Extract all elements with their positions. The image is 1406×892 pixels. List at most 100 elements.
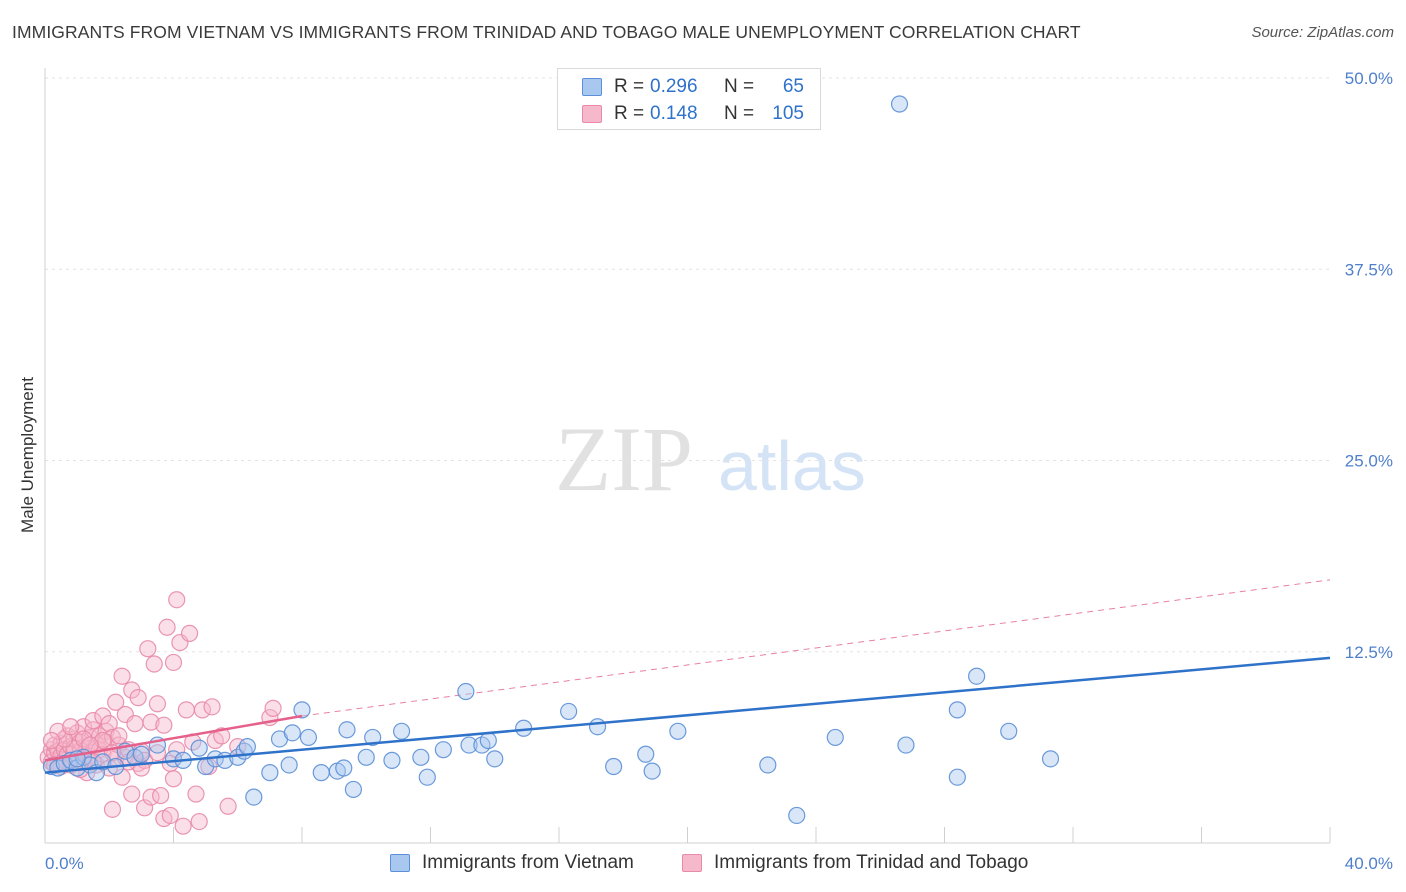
vietnam-point — [312, 764, 330, 782]
vietnam-point — [293, 701, 311, 719]
watermark-atlas: atlas — [718, 427, 866, 505]
legend-r-value: 0.296 — [650, 76, 698, 97]
legend-r-value: 0.148 — [650, 103, 698, 124]
legend-n-label: N = — [724, 76, 755, 97]
legend-r-label: R = — [614, 76, 645, 97]
vietnam-point — [344, 780, 362, 799]
trinidad-point — [152, 786, 170, 805]
vietnam-point — [357, 748, 375, 766]
vietnam-point — [948, 701, 966, 719]
vietnam-point — [383, 751, 401, 769]
vietnam-swatch — [390, 854, 410, 872]
trinidad-point — [113, 667, 131, 685]
y-tick-label: 25.0% — [1345, 452, 1393, 471]
trend-lines — [301, 579, 1331, 717]
vietnam-point — [238, 738, 256, 756]
trinidad-point — [113, 768, 131, 786]
trinidad-point — [100, 715, 118, 733]
trinidad-swatch — [582, 105, 602, 123]
vietnam-point — [457, 682, 475, 701]
legend-n-value: 65 — [782, 76, 804, 97]
trinidad-point — [129, 689, 147, 707]
trinidad-point — [110, 727, 128, 745]
y-tick-label: 50.0% — [1345, 69, 1393, 88]
vietnam-point — [392, 722, 411, 740]
trinidad-point — [190, 812, 208, 831]
vietnam-point — [283, 724, 301, 742]
trinidad-point — [62, 718, 80, 736]
trinidad-point — [161, 806, 179, 825]
x-tick-label-max: 40.0% — [1345, 854, 1393, 873]
trinidad-point — [168, 591, 186, 609]
vietnam-point — [968, 667, 986, 685]
vietnam-point — [890, 95, 909, 113]
vietnam-points — [42, 95, 1331, 825]
vietnam-point — [605, 757, 623, 776]
vietnam-point — [826, 728, 844, 747]
x-tick-label-min: 0.0% — [45, 854, 84, 873]
legend-n-value: 105 — [772, 103, 804, 124]
trinidad-point — [103, 800, 122, 818]
vietnam-trend-line — [44, 656, 1331, 774]
legend-label-vietnam: Immigrants from Vietnam — [422, 852, 634, 873]
vietnam-point — [788, 806, 806, 825]
trinidad-point — [155, 716, 173, 734]
trinidad-point — [193, 701, 212, 719]
vietnam-point — [560, 702, 578, 721]
legend-label-trinidad: Immigrants from Trinidad and Tobago — [714, 852, 1029, 873]
chart-title: IMMIGRANTS FROM VIETNAM VS IMMIGRANTS FR… — [12, 22, 1081, 42]
gridlines — [45, 77, 1330, 653]
y-tick-label: 37.5% — [1345, 260, 1393, 279]
trinidad-point — [139, 640, 157, 658]
trinidad-point — [49, 722, 67, 740]
legend-n-label: N = — [724, 103, 755, 124]
vietnam-point — [948, 768, 966, 786]
trinidad-trend-line — [44, 714, 303, 762]
trinidad-point — [213, 727, 231, 745]
trinidad-trend-extension — [301, 579, 1331, 717]
legend-r-label: R = — [614, 103, 645, 124]
legend-row-vietnam: R = 0.296 N = 65 — [558, 75, 820, 101]
axes — [44, 68, 1331, 844]
vietnam-point — [299, 728, 318, 747]
vietnam-point — [190, 739, 208, 757]
trinidad-point — [219, 797, 237, 815]
vietnam-point — [486, 750, 504, 768]
vietnam-point — [261, 764, 279, 782]
vietnam-point — [418, 768, 436, 786]
trinidad-point — [148, 695, 167, 713]
vietnam-point — [1000, 722, 1018, 740]
vietnam-point — [434, 741, 452, 759]
vietnam-point — [338, 721, 356, 739]
trinidad-point — [187, 785, 205, 803]
trinidad-point — [180, 624, 199, 642]
vietnam-point — [280, 756, 298, 774]
vietnam-point — [588, 718, 607, 736]
vietnam-point — [1041, 750, 1060, 768]
trinidad-point — [74, 718, 93, 736]
vietnam-point — [412, 748, 430, 766]
trinidad-points — [39, 591, 282, 835]
vietnam-point — [669, 722, 687, 740]
vietnam-swatch — [582, 78, 602, 96]
trinidad-point — [84, 753, 102, 771]
vietnam-point — [759, 756, 777, 774]
vietnam-point — [479, 731, 497, 750]
trinidad-swatch — [682, 854, 702, 872]
trinidad-point — [142, 713, 160, 731]
trinidad-point — [264, 699, 282, 717]
trinidad-point — [203, 698, 221, 716]
trinidad-point — [42, 731, 61, 750]
trinidad-point — [123, 785, 141, 803]
vietnam-point — [460, 736, 478, 754]
vietnam-point — [897, 736, 915, 754]
trinidad-point — [145, 655, 163, 673]
source-credit: Source: ZipAtlas.com — [1251, 24, 1394, 41]
legend-row-trinidad: R = 0.148 N = 105 — [558, 102, 820, 128]
trinidad-point — [164, 653, 183, 672]
vietnam-point — [643, 762, 661, 780]
vietnam-point — [637, 745, 655, 763]
trinidad-point — [74, 730, 93, 748]
correlation-legend: R = 0.296 N = 65 R = 0.148 N = 105 — [557, 68, 821, 130]
